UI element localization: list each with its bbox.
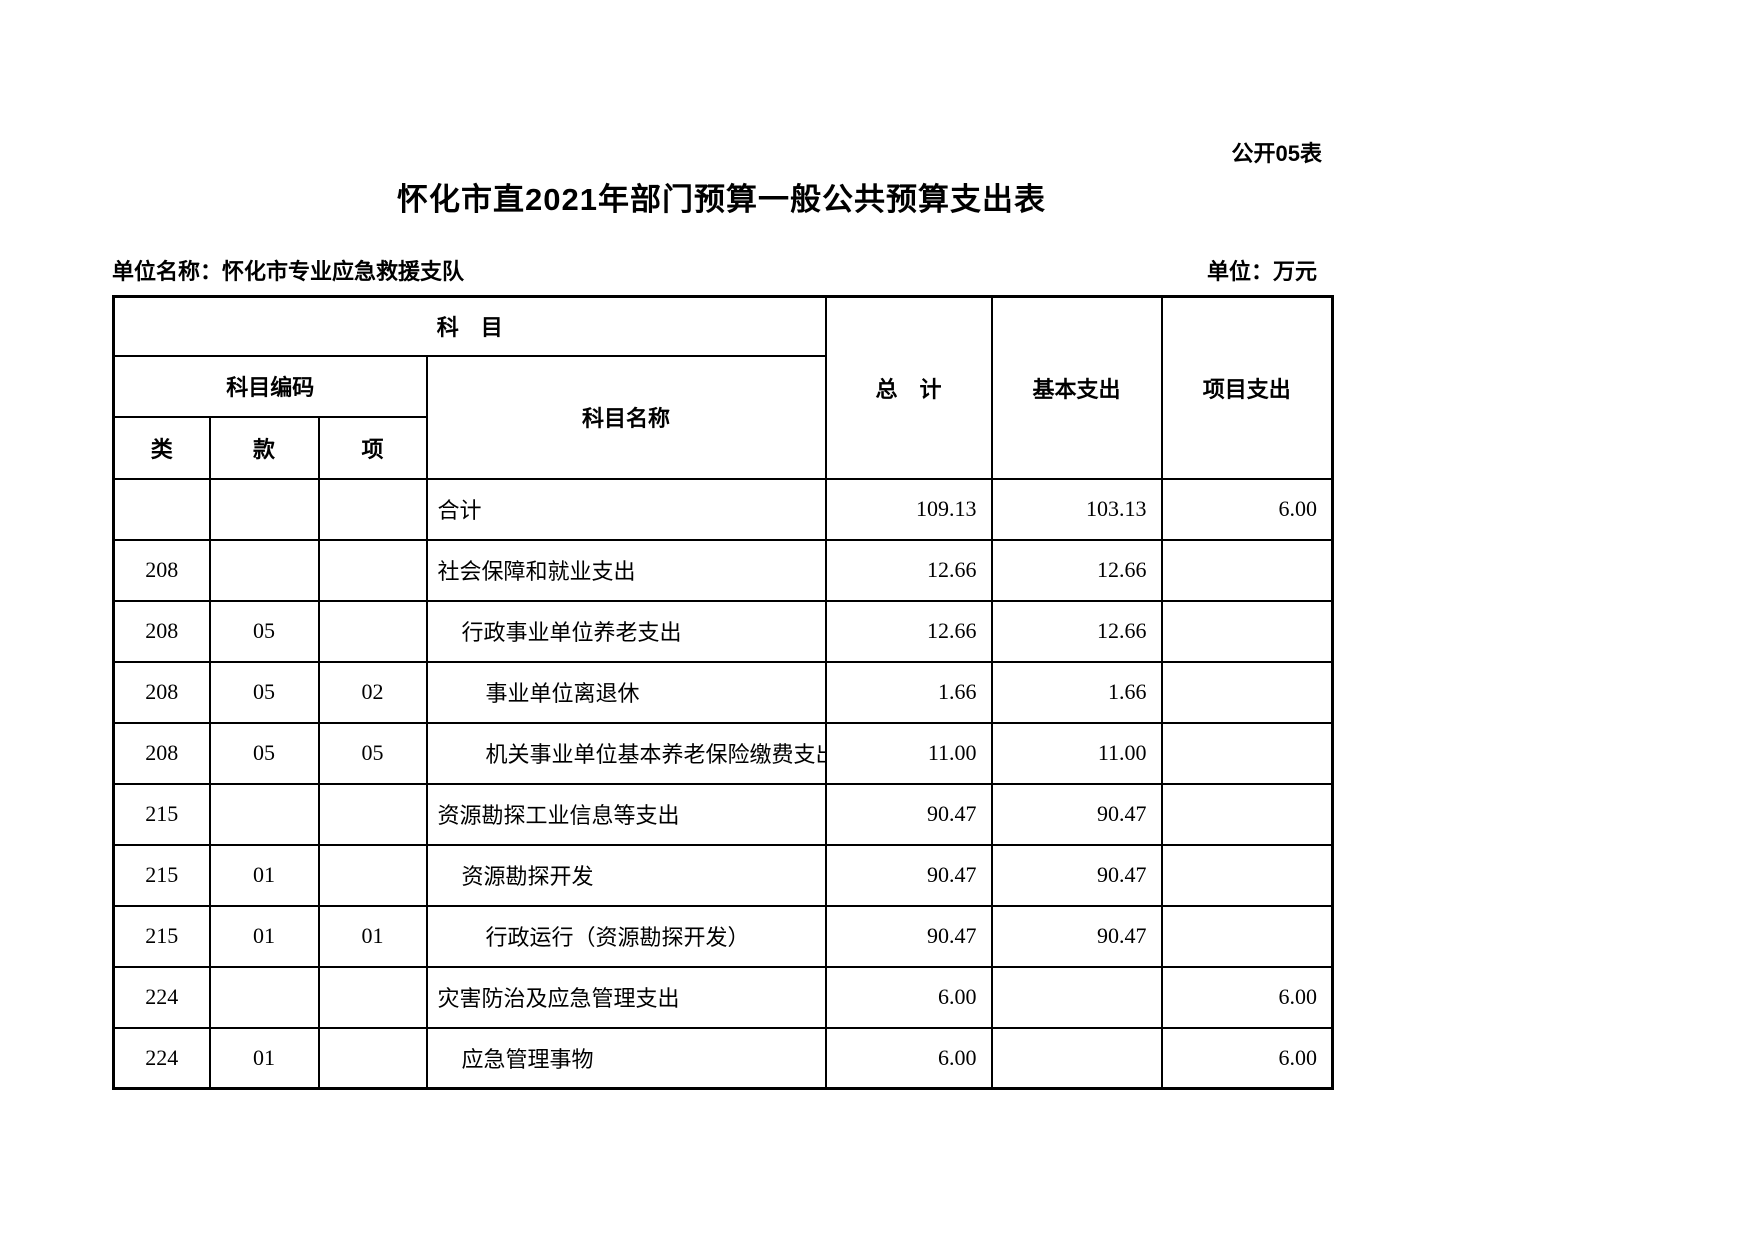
table-row: 224 灾害防治及应急管理支出 6.00 6.00 bbox=[112, 965, 1334, 1029]
subject-name-cell: 事业单位离退休 bbox=[425, 660, 827, 724]
section-code-cell bbox=[208, 965, 320, 1029]
item-code-cell: 05 bbox=[317, 721, 428, 785]
section-code-cell: 05 bbox=[208, 721, 320, 785]
header-total: 总 计 bbox=[824, 295, 993, 480]
project-expenditure-cell bbox=[1160, 843, 1334, 907]
basic-expenditure-cell: 12.66 bbox=[990, 599, 1163, 663]
subject-name-cell: 社会保障和就业支出 bbox=[425, 538, 827, 602]
total-cell: 1.66 bbox=[824, 660, 993, 724]
basic-expenditure-cell bbox=[990, 1026, 1163, 1090]
item-code-cell bbox=[317, 843, 428, 907]
project-expenditure-cell: 6.00 bbox=[1160, 965, 1334, 1029]
basic-expenditure-cell: 90.47 bbox=[990, 843, 1163, 907]
total-cell: 11.00 bbox=[824, 721, 993, 785]
header-basic-expenditure: 基本支出 bbox=[990, 295, 1163, 480]
item-code-cell bbox=[317, 477, 428, 541]
total-cell: 90.47 bbox=[824, 904, 993, 968]
item-code-cell: 01 bbox=[317, 904, 428, 968]
total-cell: 6.00 bbox=[824, 1026, 993, 1090]
class-code-cell: 224 bbox=[112, 1026, 211, 1090]
item-code-cell bbox=[317, 782, 428, 846]
subject-name-cell: 资源勘探开发 bbox=[425, 843, 827, 907]
basic-expenditure-cell: 90.47 bbox=[990, 782, 1163, 846]
header-subject-code: 科目编码 bbox=[112, 354, 428, 418]
class-code-cell: 208 bbox=[112, 660, 211, 724]
page-title: 怀化市直2021年部门预算一般公共预算支出表 bbox=[397, 182, 1046, 217]
basic-expenditure-cell: 103.13 bbox=[990, 477, 1163, 541]
header-section-code: 款 bbox=[208, 415, 320, 480]
project-expenditure-cell bbox=[1160, 904, 1334, 968]
class-code-cell: 208 bbox=[112, 721, 211, 785]
subject-name-cell: 灾害防治及应急管理支出 bbox=[425, 965, 827, 1029]
section-code-cell bbox=[208, 782, 320, 846]
section-code-cell: 01 bbox=[208, 1026, 320, 1090]
subject-name-cell: 资源勘探工业信息等支出 bbox=[425, 782, 827, 846]
table-row: 208 05 行政事业单位养老支出 12.66 12.66 bbox=[112, 599, 1334, 663]
project-expenditure-cell: 6.00 bbox=[1160, 477, 1334, 541]
class-code-cell: 215 bbox=[112, 843, 211, 907]
section-code-cell bbox=[208, 477, 320, 541]
header-subject: 科 目 bbox=[112, 295, 827, 357]
subject-name-cell: 行政事业单位养老支出 bbox=[425, 599, 827, 663]
section-code-cell bbox=[208, 538, 320, 602]
basic-expenditure-cell: 90.47 bbox=[990, 904, 1163, 968]
meta-row: 单位名称：怀化市专业应急救援支队 单位：万元 bbox=[112, 254, 1331, 286]
section-code-cell: 01 bbox=[208, 904, 320, 968]
project-expenditure-cell: 6.00 bbox=[1160, 1026, 1334, 1090]
budget-table: 科 目 总 计 基本支出 项目支出 科目编码 科目名称 类 款 项 合计 109… bbox=[112, 295, 1335, 1090]
total-cell: 90.47 bbox=[824, 843, 993, 907]
basic-expenditure-cell: 1.66 bbox=[990, 660, 1163, 724]
unit-name-label: 单位名称：怀化市专业应急救援支队 bbox=[112, 259, 465, 284]
table-row: 208 05 02 事业单位离退休 1.66 1.66 bbox=[112, 660, 1334, 724]
table-row: 224 01 应急管理事物 6.00 6.00 bbox=[112, 1026, 1334, 1090]
total-cell: 6.00 bbox=[824, 965, 993, 1029]
project-expenditure-cell bbox=[1160, 599, 1334, 663]
table-header: 科 目 总 计 基本支出 项目支出 科目编码 科目名称 类 款 项 bbox=[112, 295, 1334, 480]
project-expenditure-cell bbox=[1160, 721, 1334, 785]
form-code-label: 公开05表 bbox=[1231, 141, 1322, 166]
basic-expenditure-cell: 11.00 bbox=[990, 721, 1163, 785]
project-expenditure-cell bbox=[1160, 782, 1334, 846]
header-item-code: 项 bbox=[317, 415, 428, 480]
header-project-expenditure: 项目支出 bbox=[1160, 295, 1334, 480]
item-code-cell bbox=[317, 965, 428, 1029]
project-expenditure-cell bbox=[1160, 538, 1334, 602]
total-cell: 109.13 bbox=[824, 477, 993, 541]
class-code-cell: 215 bbox=[112, 782, 211, 846]
section-code-cell: 05 bbox=[208, 660, 320, 724]
total-cell: 90.47 bbox=[824, 782, 993, 846]
table-row: 215 资源勘探工业信息等支出 90.47 90.47 bbox=[112, 782, 1334, 846]
subject-name-cell: 行政运行（资源勘探开发） bbox=[425, 904, 827, 968]
basic-expenditure-cell bbox=[990, 965, 1163, 1029]
subject-name-cell: 合计 bbox=[425, 477, 827, 541]
item-code-cell bbox=[317, 538, 428, 602]
table-row: 合计 109.13 103.13 6.00 bbox=[112, 477, 1334, 541]
section-code-cell: 01 bbox=[208, 843, 320, 907]
table-row: 215 01 资源勘探开发 90.47 90.47 bbox=[112, 843, 1334, 907]
table-body: 合计 109.13 103.13 6.00 208 社会保障和就业支出 12.6… bbox=[112, 477, 1334, 1090]
class-code-cell: 224 bbox=[112, 965, 211, 1029]
table-row: 208 社会保障和就业支出 12.66 12.66 bbox=[112, 538, 1334, 602]
table-row: 215 01 01 行政运行（资源勘探开发） 90.47 90.47 bbox=[112, 904, 1334, 968]
section-code-cell: 05 bbox=[208, 599, 320, 663]
class-code-cell bbox=[112, 477, 211, 541]
table-row: 208 05 05 机关事业单位基本养老保险缴费支出 11.00 11.00 bbox=[112, 721, 1334, 785]
total-cell: 12.66 bbox=[824, 599, 993, 663]
project-expenditure-cell bbox=[1160, 660, 1334, 724]
class-code-cell: 215 bbox=[112, 904, 211, 968]
item-code-cell bbox=[317, 1026, 428, 1090]
total-cell: 12.66 bbox=[824, 538, 993, 602]
unit-measure-label: 单位：万元 bbox=[1206, 259, 1317, 284]
item-code-cell bbox=[317, 599, 428, 663]
header-subject-name: 科目名称 bbox=[425, 354, 827, 480]
class-code-cell: 208 bbox=[112, 538, 211, 602]
class-code-cell: 208 bbox=[112, 599, 211, 663]
subject-name-cell: 机关事业单位基本养老保险缴费支出 bbox=[425, 721, 827, 785]
basic-expenditure-cell: 12.66 bbox=[990, 538, 1163, 602]
header-class-code: 类 bbox=[112, 415, 211, 480]
item-code-cell: 02 bbox=[317, 660, 428, 724]
subject-name-cell: 应急管理事物 bbox=[425, 1026, 827, 1090]
